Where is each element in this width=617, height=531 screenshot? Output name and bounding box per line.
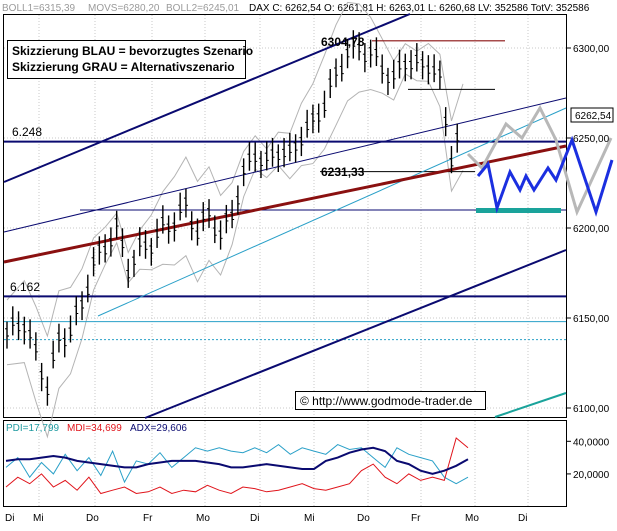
scenario-sketches: [466, 104, 614, 217]
watermark-box: © http://www.godmode-trader.de: [295, 391, 486, 410]
boll2-value: BOLL2=6245,01: [166, 3, 240, 14]
price-tag: 6262,54: [570, 107, 614, 123]
header-line: BOLL1=6315,39 MOVS=6280,20 BOLL2=6245,01…: [2, 3, 590, 14]
level-6248-label: 6.248: [12, 125, 42, 139]
x-tick-label: Di: [518, 513, 527, 524]
adx-indicator-lines: [5, 437, 469, 495]
legend-line-grey: Skizzierung GRAU = Alternativszenario: [12, 60, 235, 74]
mdi-label: MDI=34,699: [67, 423, 122, 434]
quote-line: DAX C: 6262,54 O: 6261,81 H: 6263,01 L: …: [249, 3, 590, 14]
indicator-pdi-line: [5, 443, 469, 485]
low-label: 6231,33: [321, 165, 365, 179]
y-tick-label: 6250,00: [573, 134, 610, 145]
x-tick-label: Di: [250, 513, 259, 524]
movs-value: MOVS=6280,20: [88, 3, 160, 14]
pdi-label: PDI=17,799: [6, 423, 60, 434]
y-tick-label: 6100,00: [573, 404, 610, 415]
x-tick-label: Mo: [465, 513, 479, 524]
bollinger-lower: [6, 73, 464, 439]
boll1-value: BOLL1=6315,39: [2, 3, 76, 14]
x-tick-label: Di: [5, 513, 14, 524]
cyan-trend-line: [97, 107, 567, 317]
legend-box: Skizzierung BLAU = bevorzugtes Szenario …: [7, 40, 253, 79]
main-plot-frame: [3, 14, 567, 418]
upper-channel-line: [3, 13, 411, 183]
ind-tick-label: 40,0000: [573, 437, 610, 448]
red-trend-line: [3, 144, 567, 264]
x-tick-label: Mi: [33, 513, 44, 524]
x-tick-label: Do: [86, 513, 99, 524]
blue-scenario-path: [476, 135, 614, 217]
indicator-y-ticks: 40,0000 20,0000: [566, 437, 610, 481]
y-tick-label: 6300,00: [573, 44, 610, 55]
adx-label: ADX=29,606: [130, 423, 187, 434]
legend-line-blue: Skizzierung BLAU = bevorzugtes Szenario: [12, 44, 253, 58]
lower-channel-line: [144, 249, 567, 419]
watermark-text: © http://www.godmode-trader.de: [300, 394, 473, 408]
x-tick-label: Mo: [196, 513, 210, 524]
x-axis-ticks: Di Mi Do Fr Mo Di Mi Do Fr Mo Di: [5, 513, 527, 524]
indicator-mdi-line: [5, 437, 469, 495]
indicator-adx-line: [5, 446, 469, 475]
upper-thin-line: [3, 97, 567, 233]
ind-tick-label: 20,0000: [573, 470, 610, 481]
y-tick-label: 6150,00: [573, 314, 610, 325]
price-tag-value: 6262,54: [575, 111, 612, 122]
high-label: 6304,78: [321, 35, 365, 49]
grey-scenario-path: [466, 104, 613, 217]
teal-trend-line: [494, 392, 567, 418]
y-tick-label: 6200,00: [573, 224, 610, 235]
y-axis-ticks: 6300,00 6250,00 6200,00 6150,00 6100,00: [566, 44, 610, 415]
bollinger-upper: [6, 1, 464, 338]
x-tick-label: Do: [357, 513, 370, 524]
price-bars: [5, 30, 460, 406]
x-tick-label: Mi: [304, 513, 315, 524]
level-6162-label: 6.162: [10, 280, 40, 294]
support-zone: [476, 208, 561, 213]
x-tick-label: Fr: [411, 513, 421, 524]
trend-lines: [3, 13, 567, 419]
bollinger-bands: [6, 1, 464, 439]
x-tick-label: Fr: [143, 513, 153, 524]
